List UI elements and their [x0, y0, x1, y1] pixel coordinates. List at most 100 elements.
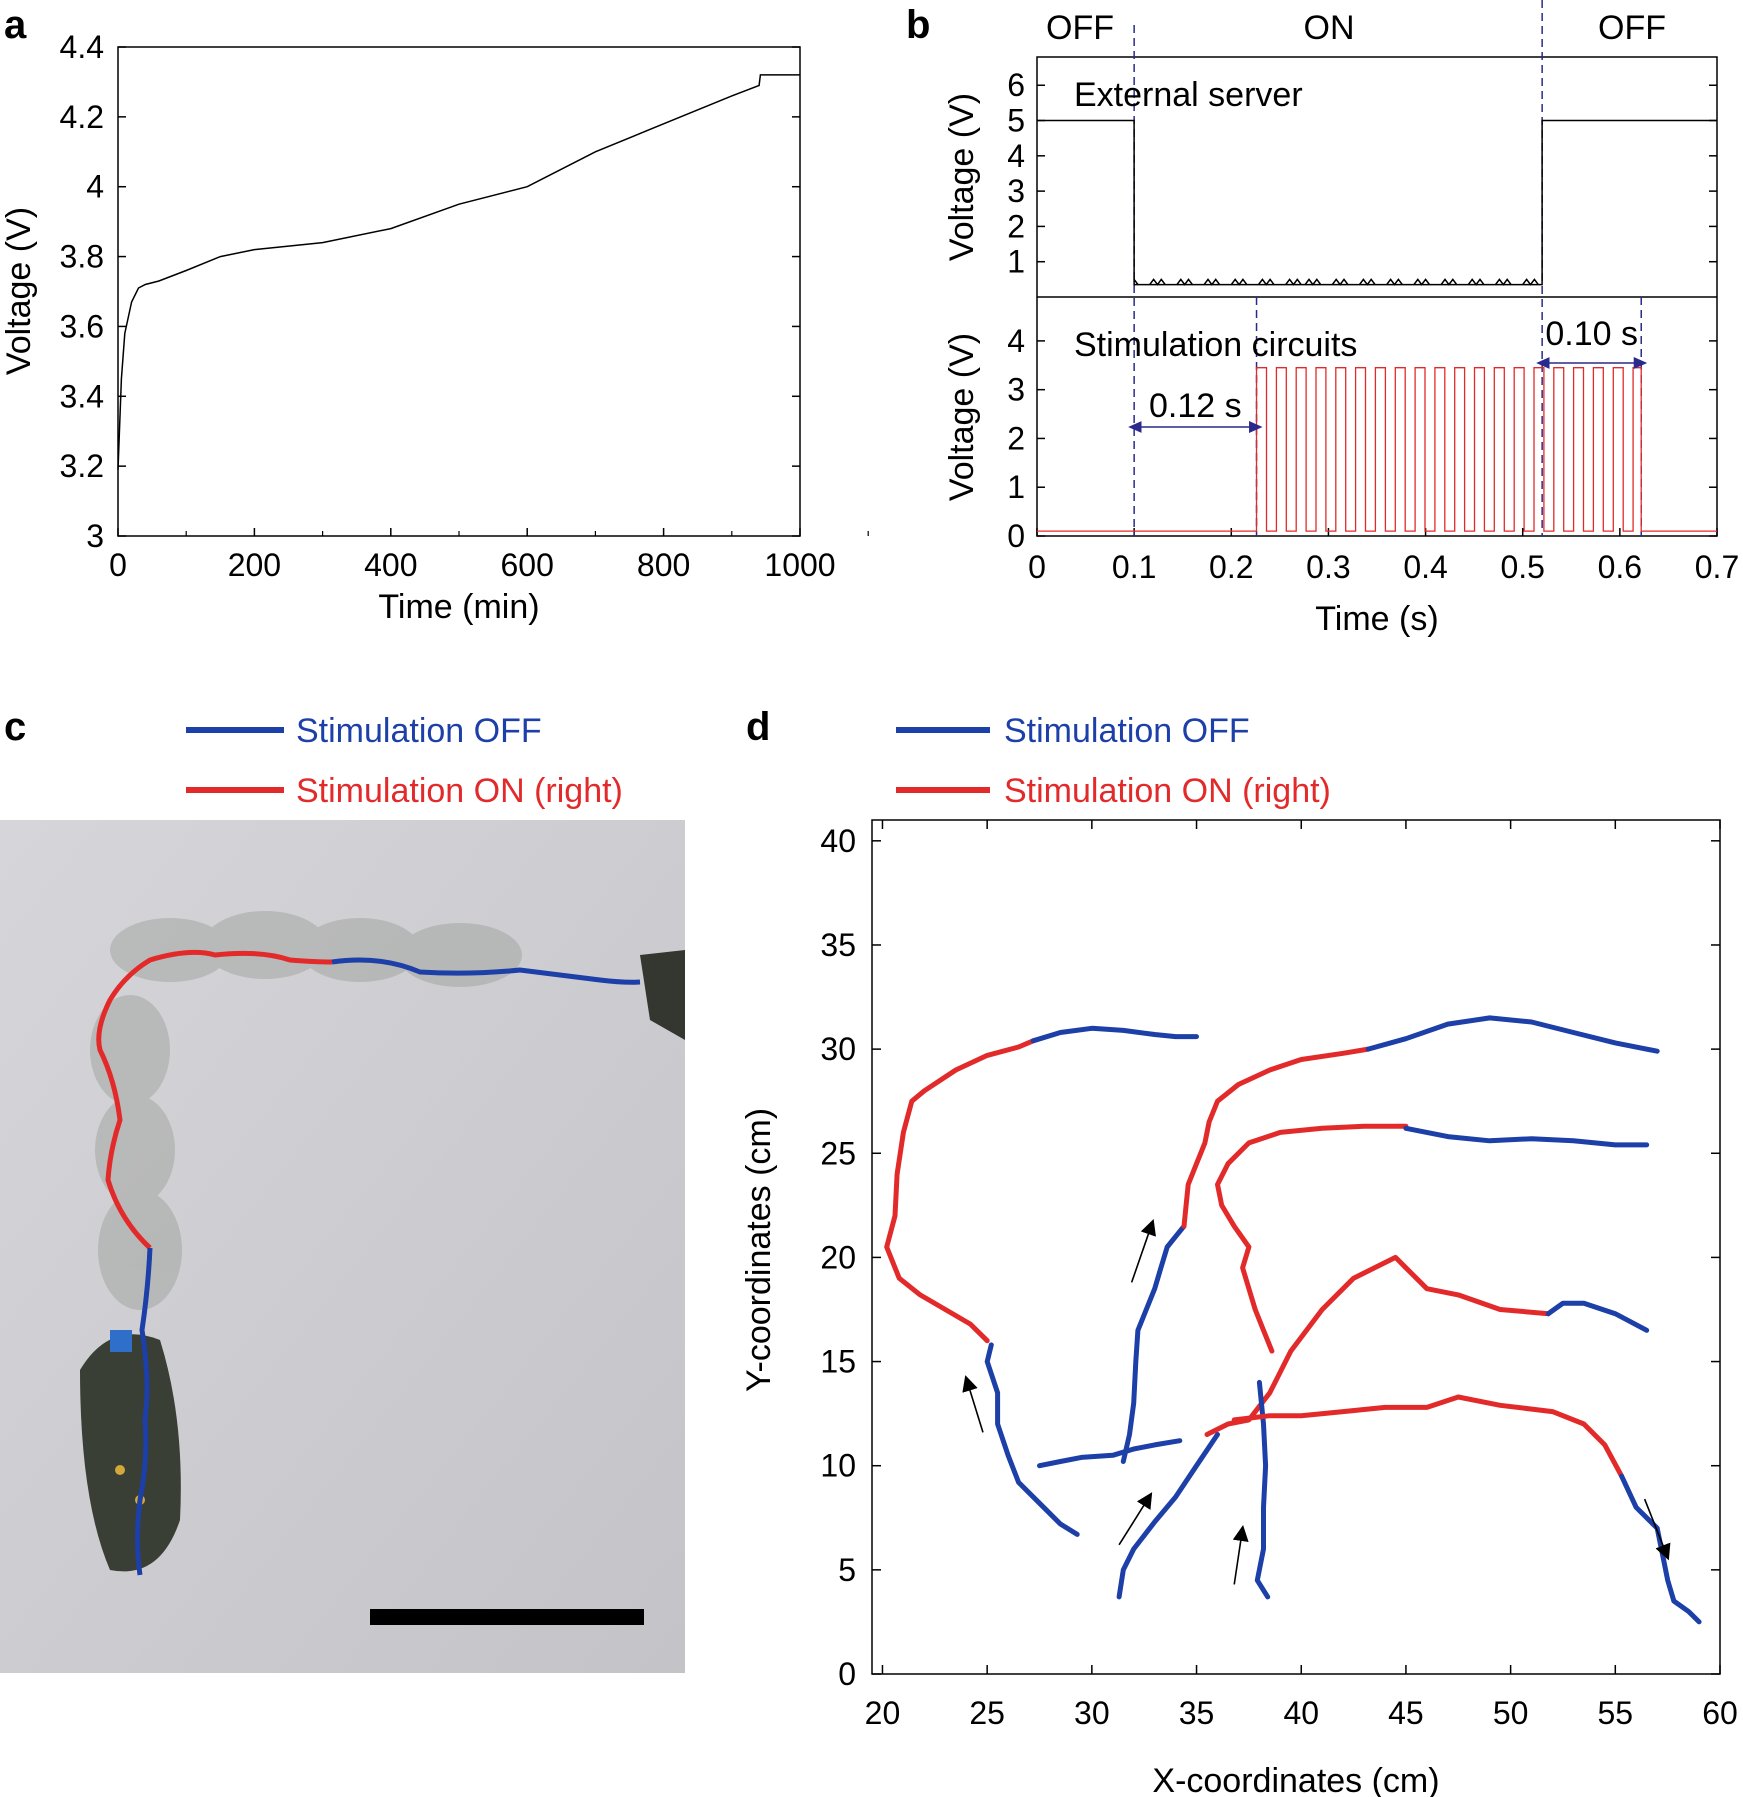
trajectory-segment-off: [1545, 1300, 1650, 1333]
trajectory-segment-off: [1030, 1025, 1199, 1044]
y-tick-label: 5: [838, 1552, 856, 1588]
direction-arrow-icon: [1130, 1218, 1156, 1283]
x-tick-label: 800: [637, 547, 690, 583]
x-axis-label-b: Time (s): [1315, 600, 1438, 638]
direction-arrow-icon: [1232, 1525, 1249, 1585]
trajectory-segment-off: [1619, 1473, 1702, 1625]
switching-chart: OFF ON OFF 0 0.1 0.2 0.3 0.4 0.5 0.6 0.71234560…: [943, 0, 1739, 638]
trajectory-segment-on: [1181, 1046, 1371, 1229]
y-tick-label: 4.2: [60, 99, 104, 135]
x-tick-label: 25: [969, 1695, 1005, 1731]
trajectory-segment-off: [1116, 1432, 1220, 1600]
scale-bar: [370, 1609, 644, 1625]
trajectory-off-top: [331, 957, 641, 985]
x-axis-label: Time (min): [378, 588, 539, 626]
trajectory-segment-on: [1215, 1123, 1409, 1354]
x-tick-label: 35: [1179, 1695, 1215, 1731]
interval-label-1: 0.12 s: [1149, 387, 1242, 425]
y-axis-label-d: Y-coordinates (cm): [740, 1108, 778, 1392]
y-axis-label-b-bottom: Voltage (V): [943, 333, 981, 501]
x-tick-label: 30: [1074, 1695, 1110, 1731]
state-label-on: ON: [1304, 9, 1355, 47]
trajectory-segment-off: [1403, 1125, 1650, 1148]
y-tick-label: 20: [820, 1239, 856, 1275]
x-tick-label: 0.6: [1598, 549, 1642, 585]
x-tick-label: 0.7: [1695, 549, 1739, 585]
robot-body: [80, 1334, 181, 1572]
x-tick-label: 0.5: [1500, 549, 1544, 585]
insect-robot-photo: [0, 820, 685, 1673]
trajectory-segment-off: [1037, 1438, 1183, 1469]
y-tick-label: 3: [1007, 372, 1025, 408]
panel-label-b: b: [906, 3, 930, 47]
y-tick-label: 4: [1007, 323, 1025, 359]
y-tick-label: 40: [820, 823, 856, 859]
legend-label-on: Stimulation ON (right): [296, 772, 623, 810]
y-tick-label: 2: [1007, 420, 1025, 456]
y-tick-label: 4: [86, 169, 104, 205]
robot-end: [640, 950, 685, 1040]
y-tick-label: 35: [820, 927, 856, 963]
trajectory-segment-off: [984, 1342, 1080, 1537]
state-label-off-2: OFF: [1598, 9, 1666, 47]
y-axis-label: Voltage (V): [0, 207, 38, 375]
x-tick-label: 600: [501, 547, 554, 583]
voltage-time-chart: 0 200 400 600 800 1000 3 3.2 3.4 3.6 3.8 4 4.2 4.4 Ti…: [0, 29, 869, 626]
direction-arrow-icon: [1118, 1492, 1153, 1546]
y-tick-label: 4: [1007, 138, 1025, 174]
panel-label-a: a: [4, 3, 27, 47]
x-tick-label: 0.1: [1112, 549, 1156, 585]
y-tick-label: 3.6: [60, 308, 104, 344]
y-tick-label: 0: [1007, 518, 1025, 554]
interval-label-2: 0.10 s: [1545, 315, 1638, 353]
x-tick-label: 400: [364, 547, 417, 583]
y-tick-label: 3: [86, 518, 104, 554]
x-tick-label: 45: [1388, 1695, 1424, 1731]
annotation-external-server: External server: [1074, 76, 1303, 114]
y-tick-label: 30: [820, 1031, 856, 1067]
x-tick-label: 20: [865, 1695, 901, 1731]
y-tick-label: 1: [1007, 244, 1025, 280]
y-tick-label: 5: [1007, 103, 1025, 139]
x-tick-label: 0: [1028, 549, 1046, 585]
y-tick-label: 6: [1007, 67, 1025, 103]
x-tick-label: 0: [109, 547, 127, 583]
y-axis-label-b-top: Voltage (V): [943, 93, 981, 261]
panel-label-c: c: [4, 705, 26, 749]
direction-arrow-icon: [962, 1375, 984, 1433]
voltage-curve: [117, 74, 800, 470]
y-tick-label: 3.8: [60, 239, 104, 275]
y-tick-label: 25: [820, 1135, 856, 1171]
x-axis-label-d: X-coordinates (cm): [1152, 1762, 1439, 1797]
y-tick-label: 4.4: [60, 29, 104, 65]
direction-arrow-icon: [1643, 1498, 1671, 1561]
external-server-signal: [1037, 119, 1717, 286]
y-tick-label: 3: [1007, 173, 1025, 209]
y-tick-label: 2: [1007, 208, 1025, 244]
trajectory-off-bottom: [135, 1247, 153, 1576]
x-tick-label: 200: [228, 547, 281, 583]
legend-label-off: Stimulation OFF: [296, 712, 542, 750]
annotation-stimulation-circuits: Stimulation circuits: [1074, 326, 1357, 364]
y-tick-label: 0: [838, 1656, 856, 1692]
trajectory-on: [96, 949, 333, 1250]
x-tick-label: 55: [1598, 1695, 1634, 1731]
trajectory-segment-on: [884, 1038, 1036, 1344]
trajectory-segment-off: [1120, 1223, 1187, 1464]
plot-frame-a: [117, 46, 801, 537]
xy-trajectory-chart: Stimulation OFF Stimulation ON (right) 2…: [740, 712, 1738, 1797]
plot-frame-d: [871, 819, 1721, 1675]
y-tick-label: 1: [1007, 469, 1025, 505]
x-tick-label: 60: [1702, 1695, 1738, 1731]
panel-label-d: d: [746, 705, 770, 749]
legend-label-on: Stimulation ON (right): [1004, 772, 1331, 810]
trajectory-segment-off: [1254, 1379, 1271, 1600]
x-tick-label: 50: [1493, 1695, 1529, 1731]
y-tick-label: 3.4: [60, 378, 104, 414]
trajectory-segment-off: [1365, 1015, 1660, 1054]
x-tick-label: 0.2: [1209, 549, 1253, 585]
x-tick-label: 40: [1283, 1695, 1319, 1731]
x-tick-label: 0.3: [1306, 549, 1350, 585]
x-tick-label: 1000: [764, 547, 835, 583]
